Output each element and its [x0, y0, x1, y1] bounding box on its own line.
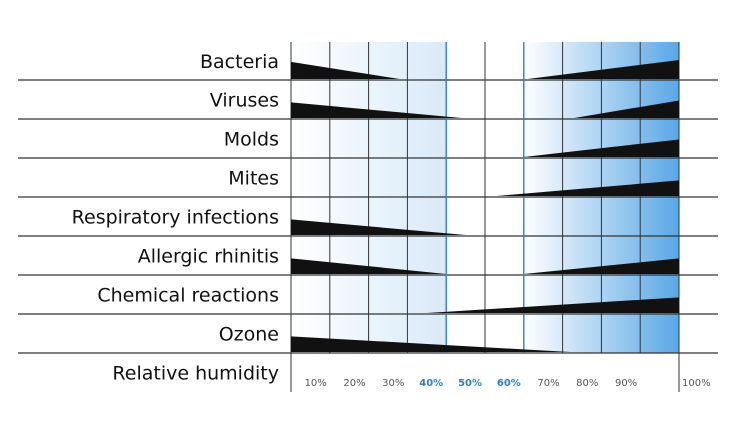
high-wedge-0 — [527, 60, 679, 79]
x-axis-label: Relative humidity — [112, 363, 279, 385]
x-tick-label: 90% — [615, 378, 637, 389]
x-tick-label: 100% — [682, 378, 711, 389]
x-tick-label: 10% — [305, 378, 327, 389]
x-tick-label: 70% — [537, 378, 559, 389]
x-tick-label: 20% — [343, 378, 365, 389]
high-wedge-3 — [496, 180, 679, 196]
x-tick-label: 80% — [576, 378, 598, 389]
row-label: Ozone — [219, 324, 279, 346]
low-wedge-0 — [291, 61, 400, 79]
x-tick-label: 40% — [419, 378, 443, 389]
grid-layer — [18, 42, 718, 392]
row-label: Allergic rhinitis — [138, 246, 279, 268]
low-wedge-1 — [291, 102, 462, 118]
row-label: Mites — [228, 168, 279, 190]
high-wedge-2 — [523, 139, 679, 157]
low-wedge-4 — [291, 219, 466, 235]
row-label: Respiratory infections — [72, 207, 279, 229]
label-layer: Bacteria Viruses Molds Mites Respiratory inf… — [72, 51, 711, 389]
x-tick-label: 60% — [497, 378, 521, 389]
high-wedge-1 — [574, 100, 679, 118]
low-wedge-7 — [291, 336, 571, 352]
high-wedge-5 — [523, 258, 679, 274]
high-wedge-6 — [426, 297, 679, 313]
x-tick-label: 50% — [458, 378, 482, 389]
row-label: Bacteria — [200, 51, 279, 73]
wedge-layer — [291, 60, 679, 352]
row-label: Molds — [224, 129, 279, 151]
low-wedge-5 — [291, 258, 447, 274]
row-label: Chemical reactions — [97, 285, 279, 307]
x-tick-label: 30% — [382, 378, 404, 389]
row-label: Viruses — [210, 90, 279, 112]
